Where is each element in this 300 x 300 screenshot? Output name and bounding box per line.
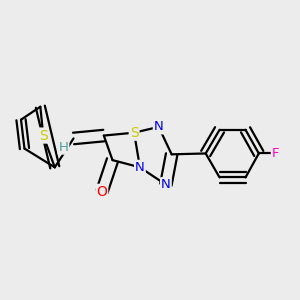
Text: F: F [272,147,279,160]
Text: S: S [39,129,48,142]
Text: H: H [58,141,68,154]
Text: S: S [130,126,139,140]
Text: N: N [161,178,171,191]
Text: N: N [154,120,164,134]
Text: O: O [96,185,107,199]
Text: N: N [135,161,145,174]
